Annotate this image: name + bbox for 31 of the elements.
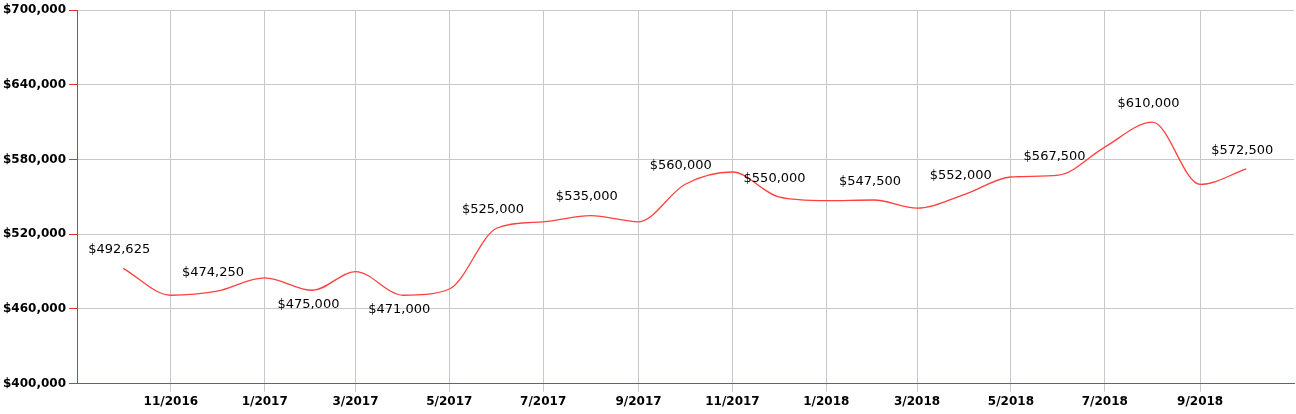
data-label: $547,500 bbox=[838, 172, 901, 188]
data-label: $572,500 bbox=[1211, 141, 1274, 157]
y-tick-label: $700,000 bbox=[2, 2, 67, 17]
data-label: $550,000 bbox=[743, 169, 806, 185]
x-tick-label: 7/2018 bbox=[1081, 393, 1128, 408]
x-tick-label: 11/2017 bbox=[705, 393, 760, 408]
data-label: $492,625 bbox=[88, 241, 151, 257]
data-label: $474,250 bbox=[182, 264, 245, 280]
data-label: $610,000 bbox=[1117, 95, 1180, 111]
x-tick-label: 1/2018 bbox=[803, 393, 850, 408]
x-tick-label: 5/2017 bbox=[426, 393, 473, 408]
y-tick-label: $640,000 bbox=[2, 77, 67, 91]
y-tick-label: $460,000 bbox=[2, 301, 67, 316]
data-label: $525,000 bbox=[462, 200, 525, 216]
x-tick-label: 1/2017 bbox=[241, 393, 288, 408]
y-tick-label: $580,000 bbox=[2, 151, 67, 166]
x-tick-label: 9/2018 bbox=[1177, 393, 1224, 408]
data-label: $567,500 bbox=[1023, 147, 1086, 163]
x-tick-label: 3/2018 bbox=[893, 393, 941, 408]
y-tick-label: $400,000 bbox=[2, 375, 67, 390]
y-tick-label: $520,000 bbox=[2, 226, 67, 241]
x-tick-label: 5/2018 bbox=[987, 393, 1034, 408]
data-label: $535,000 bbox=[555, 188, 618, 204]
data-label: $560,000 bbox=[649, 157, 712, 173]
x-tick-label: 9/2017 bbox=[615, 393, 662, 408]
data-label: $552,000 bbox=[929, 167, 992, 183]
data-label: $471,000 bbox=[368, 301, 431, 317]
x-tick-label: 3/2017 bbox=[332, 393, 379, 408]
data-label: $475,000 bbox=[277, 296, 340, 312]
x-tick-label: 11/2016 bbox=[143, 393, 199, 408]
x-tick-label: 7/2017 bbox=[520, 393, 567, 408]
